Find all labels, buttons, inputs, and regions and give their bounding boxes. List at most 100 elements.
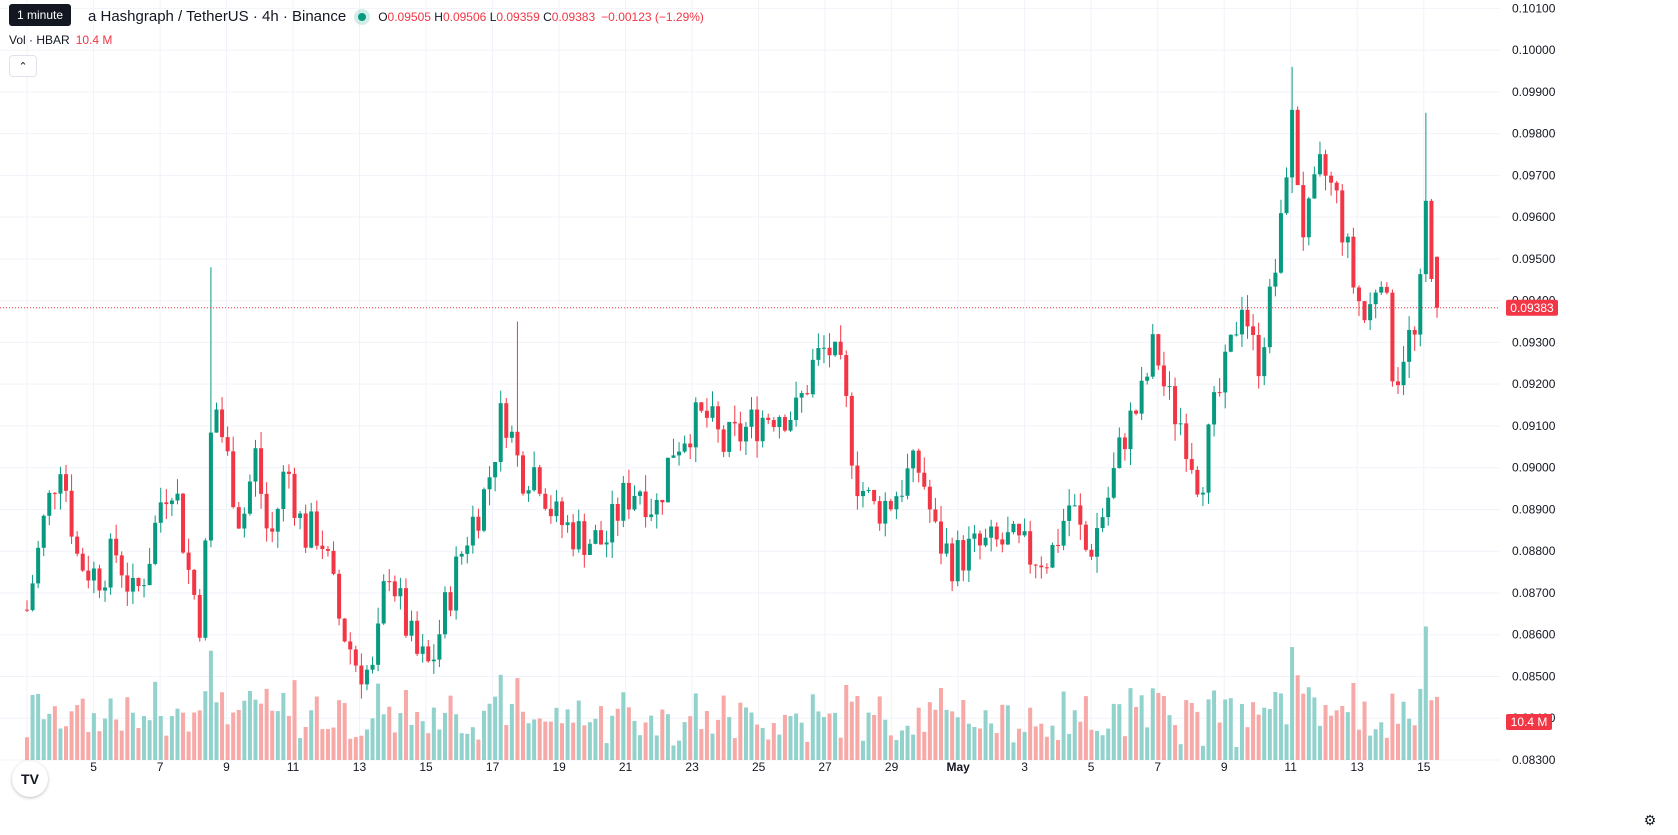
candle-body xyxy=(1312,174,1317,199)
candle-body xyxy=(281,471,286,509)
candle-body xyxy=(922,472,927,487)
volume-bars xyxy=(24,626,1440,760)
volume-bar xyxy=(125,697,130,760)
high-value: 0.09506 xyxy=(442,9,487,24)
candle-body xyxy=(153,522,158,564)
candle-body xyxy=(1412,329,1417,335)
candle-body xyxy=(671,455,676,458)
time-tick-label: 7 xyxy=(157,760,164,774)
volume-bar xyxy=(532,719,537,760)
candle-body xyxy=(1022,531,1027,536)
volume-bar xyxy=(1434,696,1440,760)
volume-bar xyxy=(153,681,158,760)
volume-bar xyxy=(582,725,587,760)
candle-body xyxy=(1223,351,1228,393)
candle-body xyxy=(994,526,999,540)
candle-body xyxy=(1017,523,1022,536)
volume-bar xyxy=(331,727,336,760)
volume-bar xyxy=(1368,735,1373,760)
volume-bar xyxy=(119,730,124,760)
price-tick-label: 0.09300 xyxy=(1512,335,1556,349)
candle-body xyxy=(448,592,453,611)
volume-bar xyxy=(186,731,191,760)
price-axis[interactable]: 0.10100 0.10000 0.09900 0.09800 0.09700 0.096… xyxy=(1506,1,1558,767)
volume-bar xyxy=(303,727,308,760)
candle-body xyxy=(270,528,275,532)
volume-bar xyxy=(426,733,431,760)
candle-body xyxy=(961,540,966,571)
candle-body xyxy=(1122,437,1127,450)
candle-body xyxy=(108,538,113,588)
volume-bar xyxy=(1000,704,1005,760)
time-tick-label: May xyxy=(946,760,970,774)
candle-body xyxy=(426,646,431,662)
candle-body xyxy=(1217,392,1222,394)
volume-bar xyxy=(788,716,793,760)
candle-body xyxy=(938,521,943,554)
candle-body xyxy=(1195,469,1200,495)
volume-bar xyxy=(75,705,80,760)
price-tick-label: 0.09900 xyxy=(1512,85,1556,99)
price-tick-label: 0.08900 xyxy=(1512,502,1556,516)
volume-bar xyxy=(203,691,208,760)
volume-bar xyxy=(743,707,748,760)
volume-bar xyxy=(833,712,838,760)
candle-body xyxy=(119,555,124,576)
volume-bar xyxy=(838,737,843,760)
candle-body xyxy=(1429,200,1434,279)
symbol-legend[interactable]: a Hashgraph / TetherUS · 4h · Binance O0… xyxy=(88,8,704,25)
candle-body xyxy=(41,515,46,548)
volume-bar xyxy=(950,711,955,760)
candle-body xyxy=(476,516,481,531)
candle-body xyxy=(1000,539,1005,545)
volume-bar xyxy=(610,715,615,760)
candle-body xyxy=(130,577,135,592)
candle-body xyxy=(548,508,553,517)
candle-body xyxy=(197,594,202,638)
volume-bar xyxy=(69,711,74,760)
volume-bar xyxy=(147,720,152,760)
volume-bar xyxy=(699,729,704,760)
candle-body xyxy=(1368,304,1373,321)
tradingview-logo[interactable]: TV xyxy=(12,761,48,797)
volume-bar xyxy=(554,707,559,760)
candle-body xyxy=(97,568,102,591)
candle-body xyxy=(888,500,893,510)
candle-body xyxy=(1067,505,1072,521)
volume-bar xyxy=(1412,725,1417,760)
candle-body xyxy=(1362,301,1367,321)
low-key: L xyxy=(489,9,497,24)
candle-body xyxy=(532,467,537,491)
volume-bar xyxy=(1067,733,1072,760)
volume-bar xyxy=(220,692,225,760)
time-tick-label: 9 xyxy=(1221,760,1228,774)
volume-bar xyxy=(983,710,988,760)
chart-grid xyxy=(0,0,1500,761)
volume-bar xyxy=(169,716,174,760)
volume-bar xyxy=(1323,705,1328,760)
volume-bar xyxy=(866,712,871,760)
volume-bar xyxy=(1206,699,1211,760)
chevron-up-icon: ⌃ xyxy=(18,60,28,73)
candle-body xyxy=(431,659,436,662)
time-axis[interactable]: 357911131517192123252729May3579111315 xyxy=(24,760,1431,774)
volume-legend[interactable]: Vol · HBAR 10.4 M xyxy=(9,33,112,47)
candle-body xyxy=(883,500,888,524)
volume-bar xyxy=(1223,699,1228,760)
open-value: 0.09505 xyxy=(387,9,431,24)
symbol-title[interactable]: a Hashgraph / TetherUS · 4h · Binance xyxy=(88,8,347,25)
candle-body xyxy=(844,354,849,396)
volume-bar xyxy=(899,730,904,760)
gear-icon[interactable]: ⚙ xyxy=(1643,812,1657,828)
candle-body xyxy=(905,468,910,496)
close-key: C xyxy=(543,9,552,24)
volume-bar xyxy=(431,707,436,760)
candle-body xyxy=(181,493,186,553)
volume-bar xyxy=(1407,718,1412,760)
candle-body xyxy=(766,417,771,421)
candle-body xyxy=(353,649,358,666)
volume-bar xyxy=(1184,700,1189,760)
candle-body xyxy=(1095,528,1100,557)
collapse-legend-button[interactable]: ⌃ xyxy=(9,55,37,77)
